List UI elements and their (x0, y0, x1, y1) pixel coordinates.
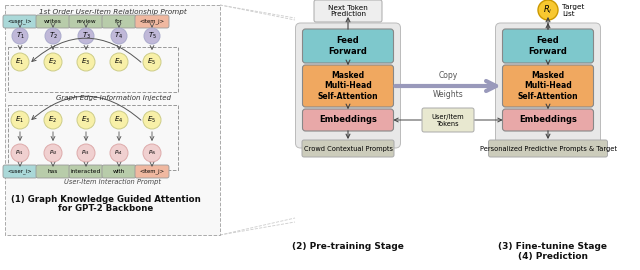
FancyBboxPatch shape (36, 165, 70, 178)
Text: (2) Pre-training Stage: (2) Pre-training Stage (292, 242, 404, 251)
FancyBboxPatch shape (502, 109, 593, 131)
Text: Embeddings: Embeddings (519, 116, 577, 124)
FancyBboxPatch shape (502, 65, 593, 107)
Text: Personalized Predictive Prompts & Target: Personalized Predictive Prompts & Target (479, 146, 616, 151)
Text: <item_j>: <item_j> (140, 169, 164, 174)
Text: with: with (113, 169, 125, 174)
FancyBboxPatch shape (302, 140, 394, 157)
Text: $E_2$: $E_2$ (49, 115, 58, 125)
Text: <user_i>: <user_i> (8, 19, 32, 24)
FancyBboxPatch shape (3, 165, 37, 178)
Text: User-Item Interaction Prompt: User-Item Interaction Prompt (65, 179, 161, 185)
Text: (3) Fine-tunine Stage
(4) Prediction: (3) Fine-tunine Stage (4) Prediction (499, 242, 607, 261)
Text: Feed
Forward: Feed Forward (328, 36, 367, 56)
Circle shape (44, 111, 62, 129)
Text: $E_2$: $E_2$ (49, 57, 58, 67)
FancyBboxPatch shape (303, 29, 394, 63)
Circle shape (538, 0, 558, 20)
Circle shape (11, 111, 29, 129)
Circle shape (45, 28, 61, 44)
Bar (8, 47, 178, 92)
Text: Crowd Contextual Prompts: Crowd Contextual Prompts (303, 146, 392, 151)
Circle shape (143, 144, 161, 162)
Circle shape (110, 53, 128, 71)
FancyBboxPatch shape (135, 15, 169, 28)
Text: $R_i$: $R_i$ (543, 4, 553, 16)
Text: Feed
Forward: Feed Forward (529, 36, 568, 56)
Text: $P_{r1}$: $P_{r1}$ (15, 148, 24, 157)
Text: Embeddings: Embeddings (319, 116, 377, 124)
FancyBboxPatch shape (36, 15, 70, 28)
Bar (8, 105, 178, 170)
FancyBboxPatch shape (502, 29, 593, 63)
Text: $E_3$: $E_3$ (81, 115, 91, 125)
Text: Copy: Copy (438, 71, 458, 80)
Circle shape (77, 144, 95, 162)
Circle shape (78, 28, 94, 44)
Text: $E_3$: $E_3$ (81, 57, 91, 67)
Text: Weights: Weights (433, 90, 463, 99)
Text: (1) Graph Knowledge Guided Attention: (1) Graph Knowledge Guided Attention (11, 195, 201, 204)
Circle shape (11, 53, 29, 71)
Circle shape (77, 53, 95, 71)
Text: $P_{r5}$: $P_{r5}$ (147, 148, 157, 157)
Text: $E_1$: $E_1$ (15, 115, 24, 125)
FancyBboxPatch shape (314, 0, 382, 22)
Text: <user_i>: <user_i> (8, 169, 32, 174)
Bar (5, 5, 220, 235)
Text: $T_5$: $T_5$ (147, 31, 157, 41)
Text: for GPT-2 Backbone: for GPT-2 Backbone (58, 204, 154, 213)
Text: $P_{r4}$: $P_{r4}$ (115, 148, 124, 157)
Text: Graph Edge Information Injected: Graph Edge Information Injected (56, 95, 170, 101)
Text: $E_5$: $E_5$ (147, 115, 157, 125)
FancyBboxPatch shape (69, 15, 103, 28)
FancyBboxPatch shape (303, 109, 394, 131)
Circle shape (143, 53, 161, 71)
FancyBboxPatch shape (135, 165, 169, 178)
Text: Masked
Multi-Head
Self-Attention: Masked Multi-Head Self-Attention (518, 71, 579, 101)
Circle shape (144, 28, 160, 44)
Circle shape (44, 53, 62, 71)
Circle shape (77, 111, 95, 129)
FancyBboxPatch shape (495, 23, 600, 148)
FancyBboxPatch shape (303, 65, 394, 107)
Circle shape (111, 28, 127, 44)
Text: review: review (76, 19, 96, 24)
FancyBboxPatch shape (3, 15, 37, 28)
Text: $E_1$: $E_1$ (15, 57, 24, 67)
Text: $T_3$: $T_3$ (81, 31, 90, 41)
Circle shape (12, 28, 28, 44)
FancyBboxPatch shape (102, 165, 136, 178)
Text: $E_4$: $E_4$ (115, 115, 124, 125)
Text: $P_{r2}$: $P_{r2}$ (49, 148, 58, 157)
Text: writes: writes (44, 19, 62, 24)
Circle shape (11, 144, 29, 162)
Text: $E_5$: $E_5$ (147, 57, 157, 67)
FancyBboxPatch shape (422, 108, 474, 132)
Text: for: for (115, 19, 123, 24)
Text: User/Item
Tokens: User/Item Tokens (432, 113, 464, 127)
Text: interacted: interacted (71, 169, 101, 174)
Circle shape (110, 144, 128, 162)
FancyBboxPatch shape (296, 23, 401, 148)
Text: Masked
Multi-Head
Self-Attention: Masked Multi-Head Self-Attention (317, 71, 378, 101)
Text: $E_4$: $E_4$ (115, 57, 124, 67)
Text: <item_j>: <item_j> (140, 19, 164, 24)
Text: Next Token
Prediction: Next Token Prediction (328, 5, 368, 18)
Text: $T_2$: $T_2$ (49, 31, 58, 41)
Text: 1st Order User-Item Relationship Prompt: 1st Order User-Item Relationship Prompt (39, 9, 187, 15)
Circle shape (143, 111, 161, 129)
Text: Target
List: Target List (562, 4, 584, 16)
FancyBboxPatch shape (102, 15, 136, 28)
Text: $T_4$: $T_4$ (115, 31, 124, 41)
Text: $T_1$: $T_1$ (15, 31, 24, 41)
Circle shape (44, 144, 62, 162)
Text: $P_{r3}$: $P_{r3}$ (81, 148, 90, 157)
Text: has: has (48, 169, 58, 174)
FancyBboxPatch shape (69, 165, 103, 178)
Circle shape (110, 111, 128, 129)
FancyBboxPatch shape (488, 140, 607, 157)
